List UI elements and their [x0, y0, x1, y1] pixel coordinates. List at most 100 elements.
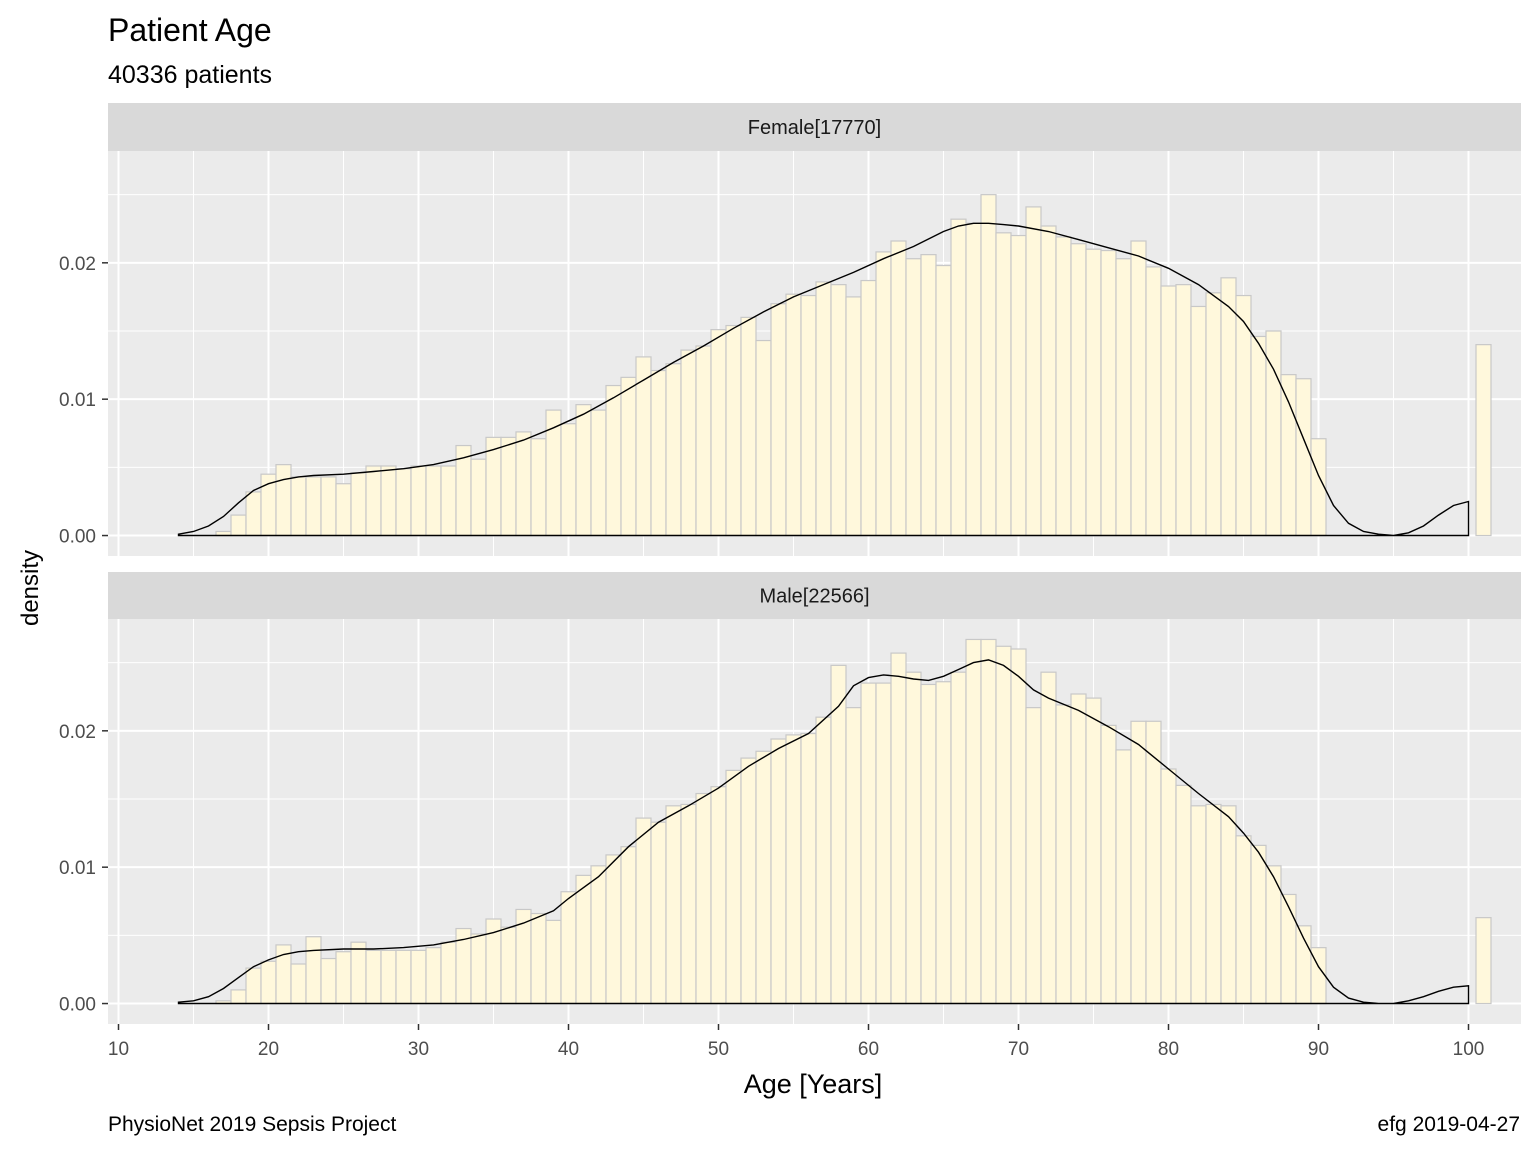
histogram-bar [470, 458, 487, 537]
facet-panel-1: Female[17770] 0.00 0.01 0.02 [59, 103, 1521, 556]
histogram-bar [950, 671, 967, 1005]
histogram-bar [1280, 374, 1297, 537]
histogram-bar [395, 468, 412, 537]
histogram-bar [350, 472, 367, 537]
histogram-bar [890, 652, 907, 1005]
histogram-bar [1055, 236, 1072, 537]
histogram-bar [245, 967, 262, 1005]
histogram-bar [725, 324, 742, 537]
y-tick-label: 0.00 [59, 995, 96, 1016]
histogram-bar [560, 891, 577, 1005]
histogram-bar [1220, 805, 1237, 1005]
histogram-bar [1070, 243, 1087, 537]
histogram-bar [590, 865, 607, 1005]
histogram-bar [470, 933, 487, 1005]
caption-right: efg 2019-04-27 [1378, 1113, 1520, 1136]
histogram-bar [680, 803, 697, 1005]
histogram-bar [1085, 697, 1102, 1005]
histogram-bar [1055, 704, 1072, 1005]
histogram-bar [305, 936, 322, 1005]
histogram-bar [1115, 258, 1132, 537]
histogram-bar [1175, 784, 1192, 1005]
histogram-bar [530, 912, 547, 1005]
histogram-bar [890, 240, 907, 537]
y-tick-label: 0.02 [59, 254, 96, 275]
histogram-bar [1145, 266, 1162, 537]
histogram-bar [905, 671, 922, 1005]
histogram-bar [425, 465, 442, 537]
histogram-bar [320, 957, 337, 1005]
histogram-bar [1160, 285, 1177, 537]
histogram-bar [860, 279, 877, 537]
histogram-bar [1010, 648, 1027, 1005]
histogram-bar [950, 218, 967, 537]
caption-left: PhysioNet 2019 Sepsis Project [108, 1113, 396, 1136]
histogram-bar [995, 645, 1012, 1005]
histogram-bar [650, 821, 667, 1005]
facet-panel-2: Male[22566] 0.00 0.01 0.02 [59, 572, 1521, 1024]
histogram-bar [575, 874, 592, 1005]
histogram-bar [665, 363, 682, 537]
histogram-bar [500, 436, 517, 537]
histogram-bar [665, 805, 682, 1005]
histogram-bar [1010, 234, 1027, 537]
y-tick-label: 0.01 [59, 858, 96, 879]
histogram-bar [350, 941, 367, 1005]
histogram-bar [230, 989, 247, 1005]
chart-title: Patient Age [108, 12, 272, 48]
histogram-bar [650, 369, 667, 537]
histogram-bar [980, 638, 997, 1005]
histogram-bar [1085, 248, 1102, 537]
histogram-bar [320, 476, 337, 537]
x-tick-label: 50 [708, 1039, 729, 1060]
histogram-bar [770, 303, 787, 537]
histogram-bar [980, 194, 997, 537]
histogram-bar [1235, 294, 1252, 537]
histogram-bar [335, 951, 352, 1005]
histogram-bar [800, 294, 817, 537]
histogram-bar [1025, 206, 1042, 537]
histogram-bar [305, 476, 322, 537]
histogram-bar [605, 854, 622, 1005]
histogram-bar [935, 264, 952, 537]
histogram-bar [620, 846, 637, 1005]
histogram-bar [485, 918, 502, 1005]
histogram-bar [785, 293, 802, 537]
histogram-bar [965, 222, 982, 537]
histogram-bar [1220, 277, 1237, 537]
histogram-bar [725, 769, 742, 1005]
histogram-bar [1130, 240, 1147, 537]
histogram-bar [920, 683, 937, 1005]
histogram-bar [1190, 305, 1207, 537]
histogram-bar [680, 349, 697, 537]
y-tick-label: 0.01 [59, 390, 96, 411]
histogram-bar [1235, 835, 1252, 1005]
histogram-bar [260, 960, 277, 1005]
histogram-bar [1040, 225, 1057, 537]
histogram-bar [1295, 378, 1312, 537]
histogram-bar [1205, 803, 1222, 1005]
histogram-bar [1250, 844, 1267, 1005]
facet-strip [108, 572, 1521, 619]
histogram-bar [695, 792, 712, 1005]
histogram-bar [830, 664, 847, 1005]
histogram-bar [800, 732, 817, 1005]
x-tick-label: 20 [258, 1039, 279, 1060]
facet-strip [108, 103, 1521, 151]
histogram-bar [1175, 284, 1192, 537]
histogram-bar [290, 476, 307, 537]
y-tick-label: 0.02 [59, 722, 96, 743]
histogram-bar [290, 963, 307, 1005]
facet-strip-label: Female[17770] [748, 117, 881, 139]
histogram-bar [1475, 917, 1492, 1005]
histogram-bar [1145, 720, 1162, 1005]
x-tick-label: 30 [408, 1039, 429, 1060]
histogram-bar [500, 926, 517, 1005]
histogram-bar [605, 384, 622, 537]
chart-subtitle: 40336 patients [108, 61, 272, 89]
histogram-bar [365, 949, 382, 1005]
histogram-bar [1475, 344, 1492, 537]
histogram-bar [440, 465, 457, 537]
histogram-bar [1070, 693, 1087, 1005]
